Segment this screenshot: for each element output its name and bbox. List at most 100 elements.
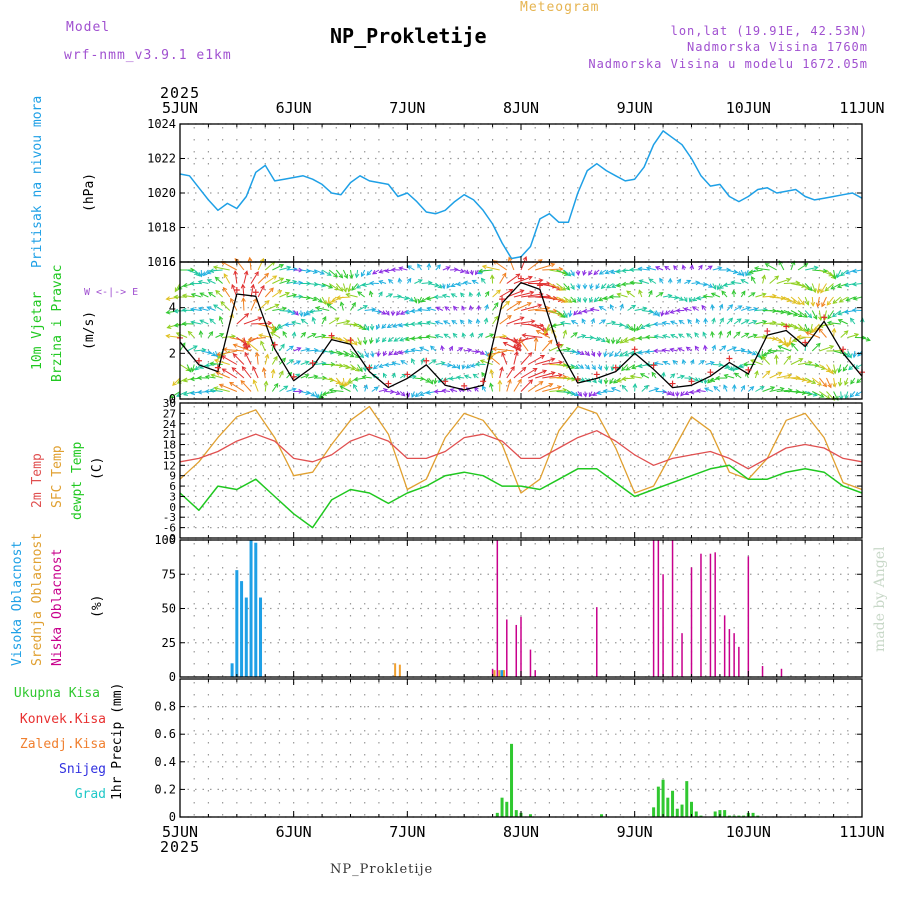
wind-arrow [761,356,771,365]
wind-arrow-head [304,360,310,365]
wind-arrow [200,331,202,338]
wind-arrow-head [404,309,410,315]
wind-arrow-head [390,267,396,273]
wind-arrow [598,337,606,343]
wind-arrow-head [452,332,458,338]
wind-arrow [506,366,515,379]
grid-layer [180,123,862,818]
wind-arrow-head [740,384,745,390]
wind-arrow-head [639,373,645,378]
y-tick-label: 0 [169,670,176,684]
wind-arrow-head [761,355,767,361]
wind-arrow-head [648,278,654,283]
wind-arrow-head [629,280,635,286]
wind-arrow [724,374,735,379]
wind-arrow-head [642,306,648,312]
wind-arrow-head [399,337,405,342]
wind-arrow-head [529,290,535,296]
wind-arrow-head [624,324,630,329]
wind-arrow [552,323,564,327]
wind-gust-marker [764,328,771,335]
wind-arrow [513,379,522,392]
wind-arrow [852,283,863,285]
wind-arrow-head [354,273,360,279]
wind-arrow-head [810,301,816,307]
wind-arrow [307,375,318,379]
wind-arrow-head [667,277,673,283]
wind-arrow-head [462,280,468,286]
wind-arrow-head [790,260,796,266]
wind-arrow [754,371,758,379]
wind-arrow [783,310,798,316]
wind-arrow-head [360,272,366,278]
wind-arrow-head [378,279,384,285]
wind-arrow [394,337,401,342]
wind-arrow-head [254,351,260,357]
wind-arrow-head [709,360,715,366]
wind-arrow [357,305,368,311]
wind-label-2: Brzina i Pravac [50,264,65,382]
wind-arrow [329,389,344,392]
wind-arrow-head [571,349,577,354]
wind-arrow-head [845,297,851,302]
wind-arrow [563,269,571,277]
wind-arrow [264,287,274,298]
wind-arrow [812,391,824,398]
wind-arrow [513,351,518,365]
wind-arrow-head [765,370,771,376]
precip-bar [685,781,689,817]
wind-arrow-head [181,307,187,313]
wind-arrow [300,332,306,338]
wind-arrow-head [850,379,855,385]
wind-arrow [853,269,863,273]
wind-arrow-head [484,304,489,310]
wind-arrow-head [425,390,431,395]
wind-arrow [201,350,212,354]
wind-arrow [217,350,237,356]
wind-arrow-head [417,279,423,284]
wind-arrow [733,305,742,311]
wind-arrow [776,310,791,315]
wind-arrow-head [469,270,474,276]
wind-arrow-head [363,384,368,390]
wind-arrow-head [618,352,624,357]
wind-arrow-head [261,366,267,372]
wind-arrow-head [232,353,238,358]
wind-arrow [751,276,756,284]
wind-arrow [407,265,415,271]
wind-arrow [279,370,284,379]
wind-arrow [598,319,606,325]
wind-arrow-head [321,391,327,396]
wind-arrow [203,269,209,276]
wind-arrow [482,265,500,271]
wind-arrow-head [838,298,844,303]
wind-arrow [508,257,515,271]
wind-arrow [678,333,685,338]
wind-arrow [518,338,529,352]
wind-arrow-head [478,332,484,338]
wind-arrow [300,348,310,352]
wind-arrow-head [375,325,381,331]
wind-arrow [428,359,436,365]
y-tick-label: -3 [163,511,176,524]
wind-arrow [620,337,628,344]
wind-arrow [591,337,600,341]
wind-arrow-head [707,378,712,384]
wind-arrow-head [664,265,670,271]
wind-arrow-head [828,271,834,277]
wind-arrow-head [218,383,224,388]
wind-arrow-head [381,310,387,315]
wind-arrow-head [181,293,187,299]
wind-arrow-head [609,304,615,309]
wind-arrow-head [811,328,816,334]
wind-arrow [321,296,327,305]
data-layer [165,130,871,817]
wind-arrow-head [315,305,321,311]
wind-arrow-head [786,355,792,361]
pressure-line [179,130,863,260]
wind-arrow [856,377,863,384]
wind-arrow-head [694,377,700,382]
wind-arrow-head [582,308,588,314]
wind-arrow-head [308,309,314,314]
